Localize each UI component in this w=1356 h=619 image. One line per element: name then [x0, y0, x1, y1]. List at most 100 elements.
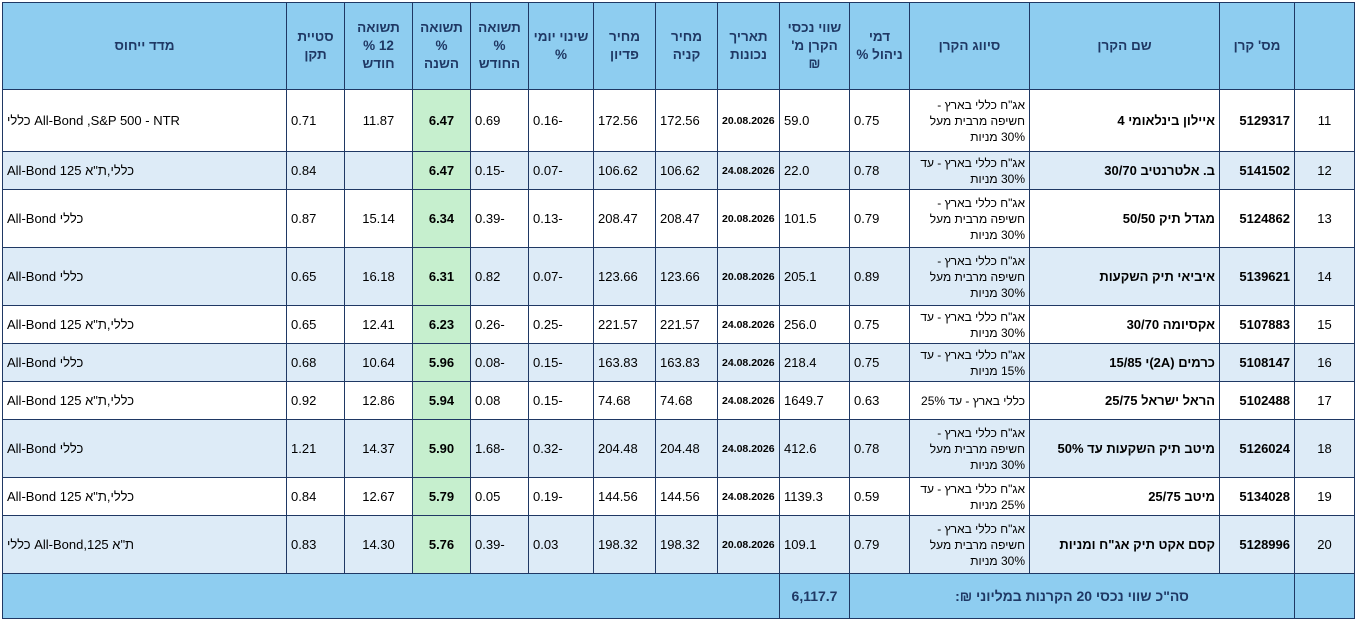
cell-management-fee: 0.75	[849, 305, 910, 344]
cell-std-dev: 0.83	[286, 515, 345, 574]
cell-management-fee: 0.79	[849, 189, 910, 248]
cell-ytd-return: 6.34	[412, 189, 471, 248]
cell-std-dev: 0.65	[286, 247, 345, 306]
cell-classification: אג"ח כללי בארץ - חשיפה מרבית מעל 30% מני…	[909, 247, 1030, 306]
cell-redeem-price: 163.83	[593, 343, 656, 382]
cell-daily-change: -0.13	[528, 189, 594, 248]
cell-assets-value: 109.1	[779, 515, 850, 574]
cell-fund-id: 5134028	[1219, 477, 1295, 516]
cell-std-dev: 0.68	[286, 343, 345, 382]
cell-row-number: 15	[1294, 305, 1355, 344]
cell-management-fee: 0.75	[849, 343, 910, 382]
cell-month-return: -0.26	[470, 305, 529, 344]
cell-daily-change: -0.32	[528, 419, 594, 478]
cell-12m-return: 12.86	[344, 381, 413, 420]
cell-fund-name: כרמים (2A)י 15/85	[1029, 343, 1220, 382]
footer-empty	[2, 573, 780, 619]
cell-redeem-price: 106.62	[593, 151, 656, 190]
cell-buy-price: 172.56	[655, 89, 718, 152]
cell-classification: אג"ח כללי בארץ - עד 30% מניות	[909, 305, 1030, 344]
cell-valuation-date: 20.08.2026	[717, 515, 780, 574]
cell-redeem-price: 144.56	[593, 477, 656, 516]
cell-assets-value: 101.5	[779, 189, 850, 248]
cell-std-dev: 1.21	[286, 419, 345, 478]
cell-row-number: 11	[1294, 89, 1355, 152]
cell-valuation-date: 20.08.2026	[717, 247, 780, 306]
cell-month-return: 0.69	[470, 89, 529, 152]
cell-valuation-date: 24.08.2026	[717, 477, 780, 516]
cell-valuation-date: 24.08.2026	[717, 419, 780, 478]
cell-benchmark: ת"א 125,All-Bond כללי	[2, 515, 287, 574]
col-fee: דמי ניהול %	[849, 2, 910, 90]
cell-assets-value: 218.4	[779, 343, 850, 382]
cell-row-number: 20	[1294, 515, 1355, 574]
cell-daily-change: -0.19	[528, 477, 594, 516]
cell-classification: אג"ח כללי בארץ - עד 15% מניות	[909, 343, 1030, 382]
cell-benchmark: כללי,ת"א 125 All-Bond	[2, 381, 287, 420]
table-row: 17 5102488 הראל ישראל 25/75 כללי בארץ - עד …	[2, 381, 1355, 420]
cell-buy-price: 221.57	[655, 305, 718, 344]
cell-month-return: 0.05	[470, 477, 529, 516]
cell-month-return: -0.08	[470, 343, 529, 382]
col-std-dev: סטיית תקן	[286, 2, 345, 90]
cell-12m-return: 14.37	[344, 419, 413, 478]
cell-assets-value: 256.0	[779, 305, 850, 344]
cell-ytd-return: 5.90	[412, 419, 471, 478]
cell-fund-id: 5102488	[1219, 381, 1295, 420]
cell-classification: אג"ח כללי בארץ - חשיפה מרבית מעל 30% מני…	[909, 515, 1030, 574]
cell-ytd-return: 6.47	[412, 151, 471, 190]
cell-buy-price: 144.56	[655, 477, 718, 516]
cell-row-number: 13	[1294, 189, 1355, 248]
cell-assets-value: 1649.7	[779, 381, 850, 420]
cell-12m-return	[344, 151, 413, 190]
col-assets: שווי נכסי הקרן מ' ₪	[779, 2, 850, 90]
cell-buy-price: 123.66	[655, 247, 718, 306]
cell-ytd-return: 5.94	[412, 381, 471, 420]
cell-fund-id: 5128996	[1219, 515, 1295, 574]
cell-assets-value: 205.1	[779, 247, 850, 306]
cell-redeem-price: 172.56	[593, 89, 656, 152]
col-classification: סיווג הקרן	[909, 2, 1030, 90]
cell-row-number: 18	[1294, 419, 1355, 478]
table-row: 20 5128996 קסם אקט תיק אג"ח ומניות אג"ח כלל…	[2, 515, 1355, 574]
cell-12m-return: 16.18	[344, 247, 413, 306]
cell-assets-value: 412.6	[779, 419, 850, 478]
cell-row-number: 19	[1294, 477, 1355, 516]
cell-benchmark: כללי All-Bond	[2, 419, 287, 478]
cell-valuation-date: 24.08.2026	[717, 305, 780, 344]
cell-fund-name: אקסיומה 30/70	[1029, 305, 1220, 344]
cell-fund-name: איילון בינלאומי 4	[1029, 89, 1220, 152]
cell-benchmark: כללי All-Bond	[2, 189, 287, 248]
cell-fund-name: מיטב תיק השקעות עד 50%	[1029, 419, 1220, 478]
cell-assets-value: 1139.3	[779, 477, 850, 516]
cell-redeem-price: 204.48	[593, 419, 656, 478]
header-row: מס' קרן שם הקרן סיווג הקרן דמי ניהול % ש…	[2, 2, 1355, 90]
cell-assets-value: 59.0	[779, 89, 850, 152]
cell-ytd-return: 5.79	[412, 477, 471, 516]
table-row: 11 5129317 איילון בינלאומי 4 אג"ח כללי בארץ…	[2, 89, 1355, 152]
col-rownum	[1294, 2, 1355, 90]
cell-12m-return: 15.14	[344, 189, 413, 248]
cell-benchmark: כללי All-Bond	[2, 247, 287, 306]
cell-row-number: 17	[1294, 381, 1355, 420]
cell-benchmark: כללי All-Bond	[2, 343, 287, 382]
cell-classification: אג"ח כללי בארץ - עד 30% מניות	[909, 151, 1030, 190]
cell-benchmark: כללי,ת"א 125 All-Bond	[2, 151, 287, 190]
col-buy-price: מחיר קניה	[655, 2, 718, 90]
footer-spacer	[1294, 573, 1355, 619]
cell-redeem-price: 221.57	[593, 305, 656, 344]
col-date: תאריך נכונות	[717, 2, 780, 90]
table-row: 13 5124862 מגדל תיק 50/50 אג"ח כללי בארץ - …	[2, 189, 1355, 248]
cell-row-number: 16	[1294, 343, 1355, 382]
cell-buy-price: 204.48	[655, 419, 718, 478]
cell-std-dev: 0.65	[286, 305, 345, 344]
cell-fund-id: 5108147	[1219, 343, 1295, 382]
col-ytd-return: תשואה % השנה	[412, 2, 471, 90]
cell-daily-change: -0.07	[528, 151, 594, 190]
cell-daily-change: -0.15	[528, 343, 594, 382]
col-daily-change: שינוי יומי %	[528, 2, 594, 90]
cell-redeem-price: 208.47	[593, 189, 656, 248]
cell-fund-id: 5126024	[1219, 419, 1295, 478]
cell-12m-return: 11.87	[344, 89, 413, 152]
cell-management-fee: 0.78	[849, 419, 910, 478]
